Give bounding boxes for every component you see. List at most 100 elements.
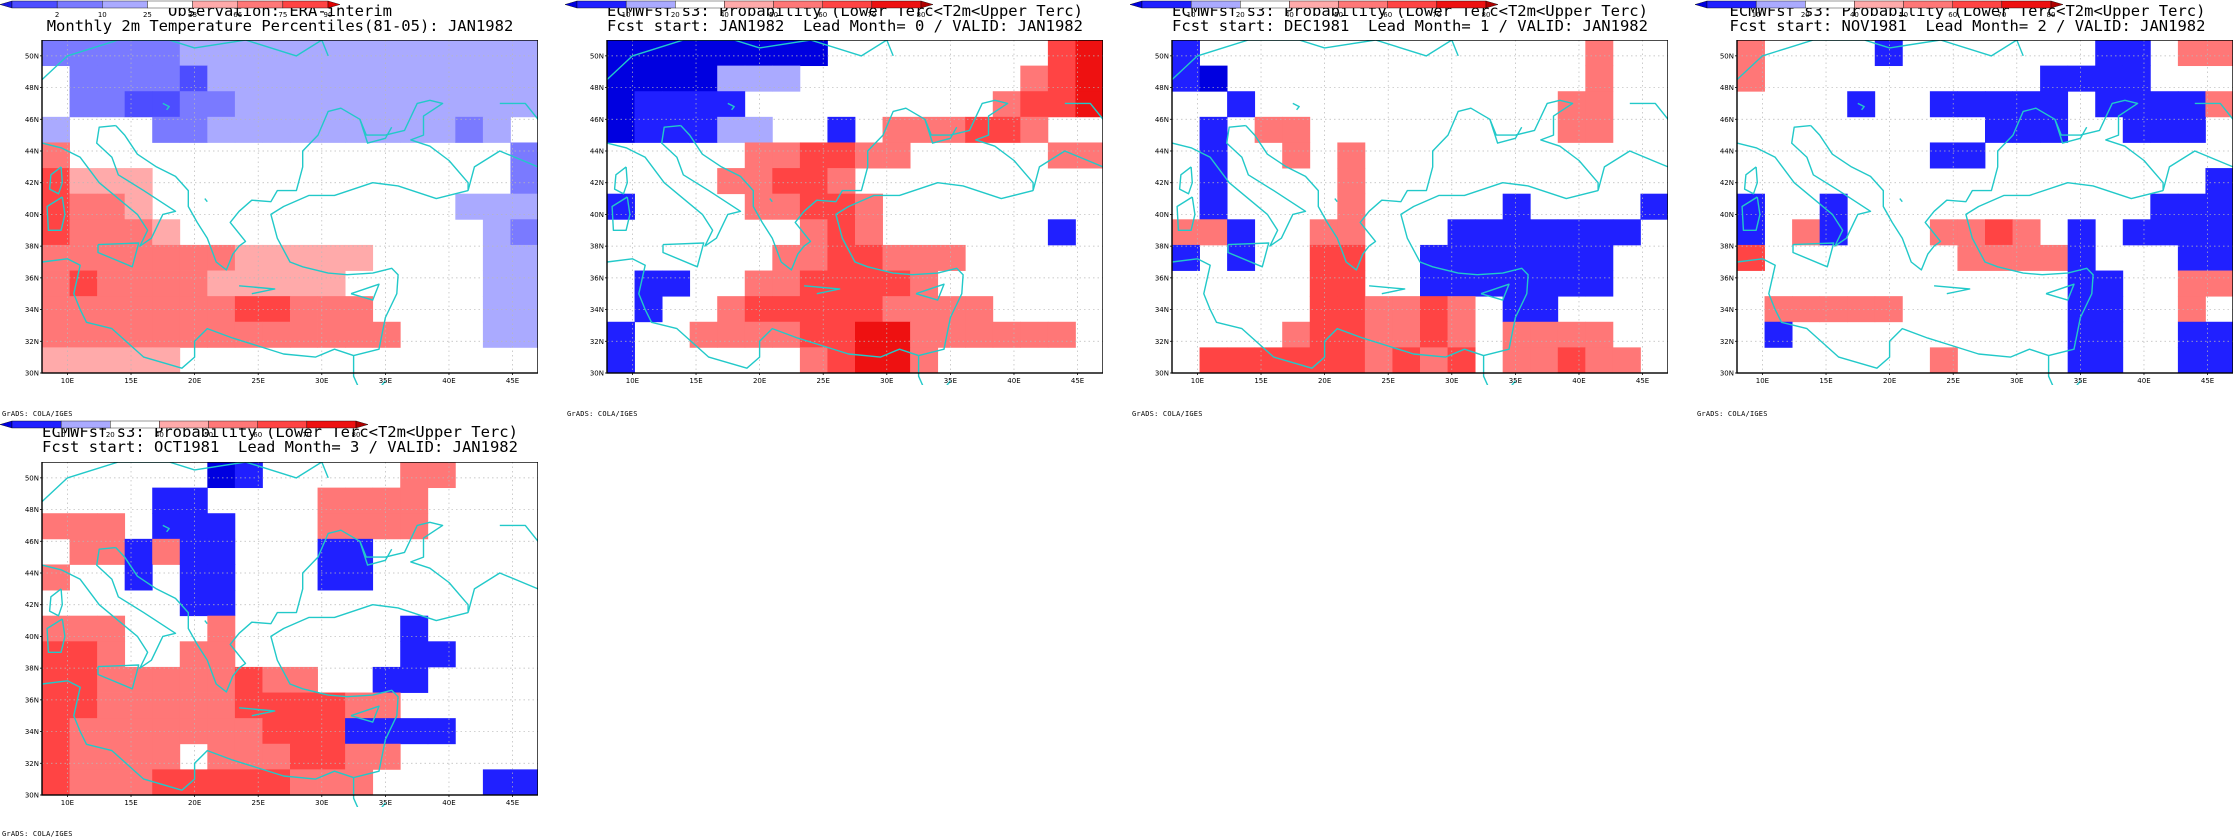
latitude-label: 34N (25, 306, 39, 314)
grid-cell (1557, 321, 1586, 348)
coastline-path (499, 524, 538, 542)
grid-cell (97, 296, 126, 323)
coastline-path (350, 283, 380, 301)
grid-cell (372, 40, 401, 67)
grid-cell (1420, 270, 1448, 297)
grid-cell (799, 168, 828, 195)
longitude-label: 45E (2201, 377, 2214, 385)
colorbar-tick-label: 70 (867, 11, 876, 19)
latitude-label: 44N (25, 570, 39, 578)
grid-cell (42, 40, 70, 67)
grid-cell (2122, 65, 2151, 92)
coastline-path (804, 285, 841, 295)
grid-cell (372, 718, 401, 745)
longitude-label: 45E (506, 799, 519, 807)
colorbar-segment (237, 0, 284, 9)
grid-cell (1309, 296, 1338, 323)
grid-cell (2205, 219, 2233, 246)
grid-cell (317, 718, 346, 745)
grid-cell (42, 270, 70, 297)
grid-cell (482, 193, 511, 220)
grid-cell (400, 91, 429, 118)
grid-cell (179, 718, 208, 745)
grid-cell (744, 116, 773, 143)
latitude-label: 50N (1720, 52, 1734, 60)
grid-cell (207, 65, 236, 92)
coastline-path (1176, 196, 1196, 231)
coastlines (1736, 40, 2233, 385)
grid-cell (427, 65, 456, 92)
grid-cell (207, 769, 236, 796)
coastline-path (1792, 242, 1835, 268)
coastline-path (613, 166, 628, 195)
grid-cell (2095, 65, 2124, 92)
grid-cell (69, 538, 98, 565)
grid-cell (910, 296, 939, 323)
grid-cell (2177, 321, 2206, 348)
grid-cell (455, 116, 484, 143)
coastline-path (359, 119, 393, 144)
colorbar-tick-label: 60 (818, 11, 827, 19)
colorbar-segment (102, 0, 148, 9)
grid-cell (2177, 116, 2206, 143)
grid-cell (207, 538, 236, 565)
colorbar-segment (257, 420, 308, 429)
coastline-path (2194, 102, 2233, 120)
colorbar-tick-label: 40 (1850, 11, 1859, 19)
grid-cell (234, 769, 263, 796)
colorbar-segment (1805, 0, 1855, 9)
latitude-label: 40N (1720, 211, 1734, 219)
grid-cell (124, 270, 153, 297)
latitude-label: 50N (25, 474, 39, 482)
latitude-label: 48N (25, 84, 39, 92)
longitude-label: 10E (1191, 377, 1204, 385)
latitude-label: 38N (25, 665, 39, 673)
grid-cell (1557, 244, 1586, 271)
grid-cell (372, 91, 401, 118)
colorbar-segment (1706, 0, 1757, 9)
latitude-label: 32N (590, 338, 604, 346)
grid-cell (634, 296, 663, 323)
colorbar-segment (1387, 0, 1438, 9)
grid-cell (317, 91, 346, 118)
grid-cell (1254, 347, 1283, 374)
grid-cell (662, 270, 691, 297)
grid-cell (1047, 91, 1076, 118)
grid-cell (372, 743, 401, 770)
colorbar-segment (625, 0, 676, 9)
grid-cell (179, 65, 208, 92)
coastline-path (41, 604, 469, 791)
grid-cell (207, 692, 236, 719)
latitude-label: 46N (1155, 116, 1169, 124)
grid-cell (1309, 244, 1338, 271)
grid-cell (482, 116, 511, 143)
coastline-path (1178, 166, 1193, 195)
longitude-label: 30E (880, 377, 893, 385)
longitude-label: 10E (61, 377, 74, 385)
grid-cell (345, 65, 374, 92)
grid-cell (510, 40, 538, 67)
panel-title-line2: Fcst start: OCT1981 Lead Month= 3 / VALI… (42, 438, 518, 456)
grid-cell (882, 142, 911, 169)
coastline-path (1899, 198, 1903, 203)
grid-cell (124, 347, 153, 374)
panel-lead-0: ECMWFsf s3: Probability (Lower Terc<T2m<… (565, 0, 1125, 420)
colorbar-segment (1695, 0, 1708, 9)
colorbar-tick-label: 80 (1482, 11, 1491, 19)
grid-cell (2122, 219, 2151, 246)
grid-cell (910, 244, 939, 271)
longitude-label: 20E (1318, 377, 1331, 385)
grid-cell (1309, 347, 1338, 374)
grid-cell (1364, 347, 1393, 374)
grid-cell (179, 564, 208, 591)
grid-cell (607, 116, 635, 143)
map-plot: 30N 32N 34N 36N 38N 40N 42N 44N 46N 48N 50N 10E 15E 2… (1154, 40, 1668, 385)
grid-cell (1420, 347, 1448, 374)
colorbar-tick-label: 90 (324, 11, 333, 19)
grid-cell (1737, 244, 1765, 271)
latitude-label: 46N (1720, 116, 1734, 124)
grid-cell (1792, 296, 1821, 323)
grid-cell (1309, 321, 1338, 348)
coastline-path (1736, 124, 1872, 247)
grid-cell (290, 116, 318, 143)
